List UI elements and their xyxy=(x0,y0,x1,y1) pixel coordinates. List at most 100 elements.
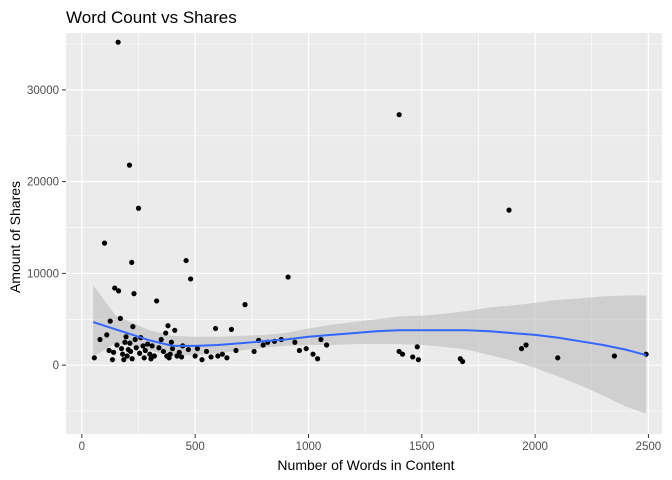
data-point xyxy=(101,240,108,246)
data-point xyxy=(176,349,182,355)
data-point xyxy=(168,339,174,345)
data-point xyxy=(163,330,169,336)
data-point xyxy=(160,348,167,355)
y-tick-label: 10000 xyxy=(27,268,59,280)
x-axis-title: Number of Words in Content xyxy=(277,457,454,473)
data-point xyxy=(137,350,143,356)
data-point xyxy=(133,345,139,351)
data-point xyxy=(178,354,185,360)
data-point xyxy=(117,315,123,321)
data-point xyxy=(233,347,239,354)
data-point xyxy=(414,344,420,350)
data-point xyxy=(120,351,126,357)
data-point xyxy=(107,318,113,324)
smooth-line xyxy=(92,321,647,357)
data-point xyxy=(165,323,171,329)
data-point xyxy=(131,291,137,297)
data-point xyxy=(124,353,130,359)
x-tick-label: 2500 xyxy=(636,441,662,453)
data-point xyxy=(110,349,117,355)
major-gridlines xyxy=(66,33,662,434)
data-point xyxy=(121,357,127,363)
data-point xyxy=(91,355,97,361)
data-point xyxy=(106,347,112,354)
data-point xyxy=(251,348,257,355)
data-point xyxy=(129,259,135,266)
data-point xyxy=(523,342,529,348)
data-point xyxy=(292,339,298,345)
data-point xyxy=(112,285,118,291)
data-point xyxy=(97,336,103,343)
data-point xyxy=(188,276,194,282)
x-tick-label: 500 xyxy=(186,441,205,453)
data-point xyxy=(314,356,321,362)
data-point xyxy=(183,257,189,264)
y-tick-label: 0 xyxy=(53,360,59,372)
data-point xyxy=(324,342,330,348)
data-point xyxy=(109,357,116,363)
data-point xyxy=(169,346,176,352)
data-point xyxy=(260,342,266,348)
x-tick-label: 0 xyxy=(79,441,85,453)
chart-title: Word Count vs Shares xyxy=(66,8,237,27)
data-point xyxy=(212,325,219,332)
data-point xyxy=(318,336,324,343)
data-point xyxy=(151,353,157,359)
data-point xyxy=(399,351,406,357)
data-point xyxy=(215,353,221,359)
data-point xyxy=(114,342,120,348)
data-point xyxy=(194,346,201,352)
y-axis-title: Amount of Shares xyxy=(7,181,23,293)
data-point xyxy=(192,353,198,359)
data-point xyxy=(156,345,162,351)
y-tick-label: 30000 xyxy=(27,85,59,97)
data-point xyxy=(228,326,235,332)
data-point xyxy=(158,336,164,343)
x-tick-label: 2000 xyxy=(522,441,548,453)
data-point xyxy=(141,355,147,361)
data-point xyxy=(123,334,129,340)
x-axis: 0 500 1000 1500 2000 2500 xyxy=(79,434,662,453)
data-point xyxy=(142,347,148,354)
data-point xyxy=(459,358,466,365)
data-point xyxy=(144,341,151,347)
data-point xyxy=(115,39,121,45)
data-point xyxy=(127,348,134,355)
data-point xyxy=(140,343,146,349)
data-point xyxy=(396,112,402,118)
data-point xyxy=(415,357,421,363)
data-point xyxy=(285,274,291,280)
data-point xyxy=(127,340,133,346)
confidence-band xyxy=(93,285,647,414)
data-point xyxy=(126,162,133,168)
data-point xyxy=(518,346,525,352)
data-point xyxy=(203,348,210,355)
data-point xyxy=(310,351,316,357)
data-point xyxy=(130,324,136,330)
data-point xyxy=(611,353,618,359)
x-tick-label: 1500 xyxy=(409,441,435,453)
x-tick-label: 1000 xyxy=(296,441,322,453)
data-point xyxy=(185,346,191,353)
data-point xyxy=(172,327,178,333)
data-point xyxy=(224,355,230,361)
data-point xyxy=(167,351,173,357)
data-point xyxy=(122,339,128,345)
data-point xyxy=(129,356,135,362)
smooth-line-layer xyxy=(92,321,647,357)
data-point xyxy=(555,355,561,361)
data-point xyxy=(104,332,110,338)
y-tick-label: 20000 xyxy=(27,177,59,189)
data-point xyxy=(135,205,142,211)
confidence-band-layer xyxy=(93,285,647,414)
data-point xyxy=(242,302,248,308)
data-point xyxy=(149,343,155,349)
data-point xyxy=(219,351,225,357)
data-point xyxy=(410,354,416,360)
data-point xyxy=(199,357,205,363)
data-point xyxy=(506,207,512,213)
data-point xyxy=(115,288,122,294)
data-point xyxy=(154,298,160,304)
data-point xyxy=(147,351,153,357)
